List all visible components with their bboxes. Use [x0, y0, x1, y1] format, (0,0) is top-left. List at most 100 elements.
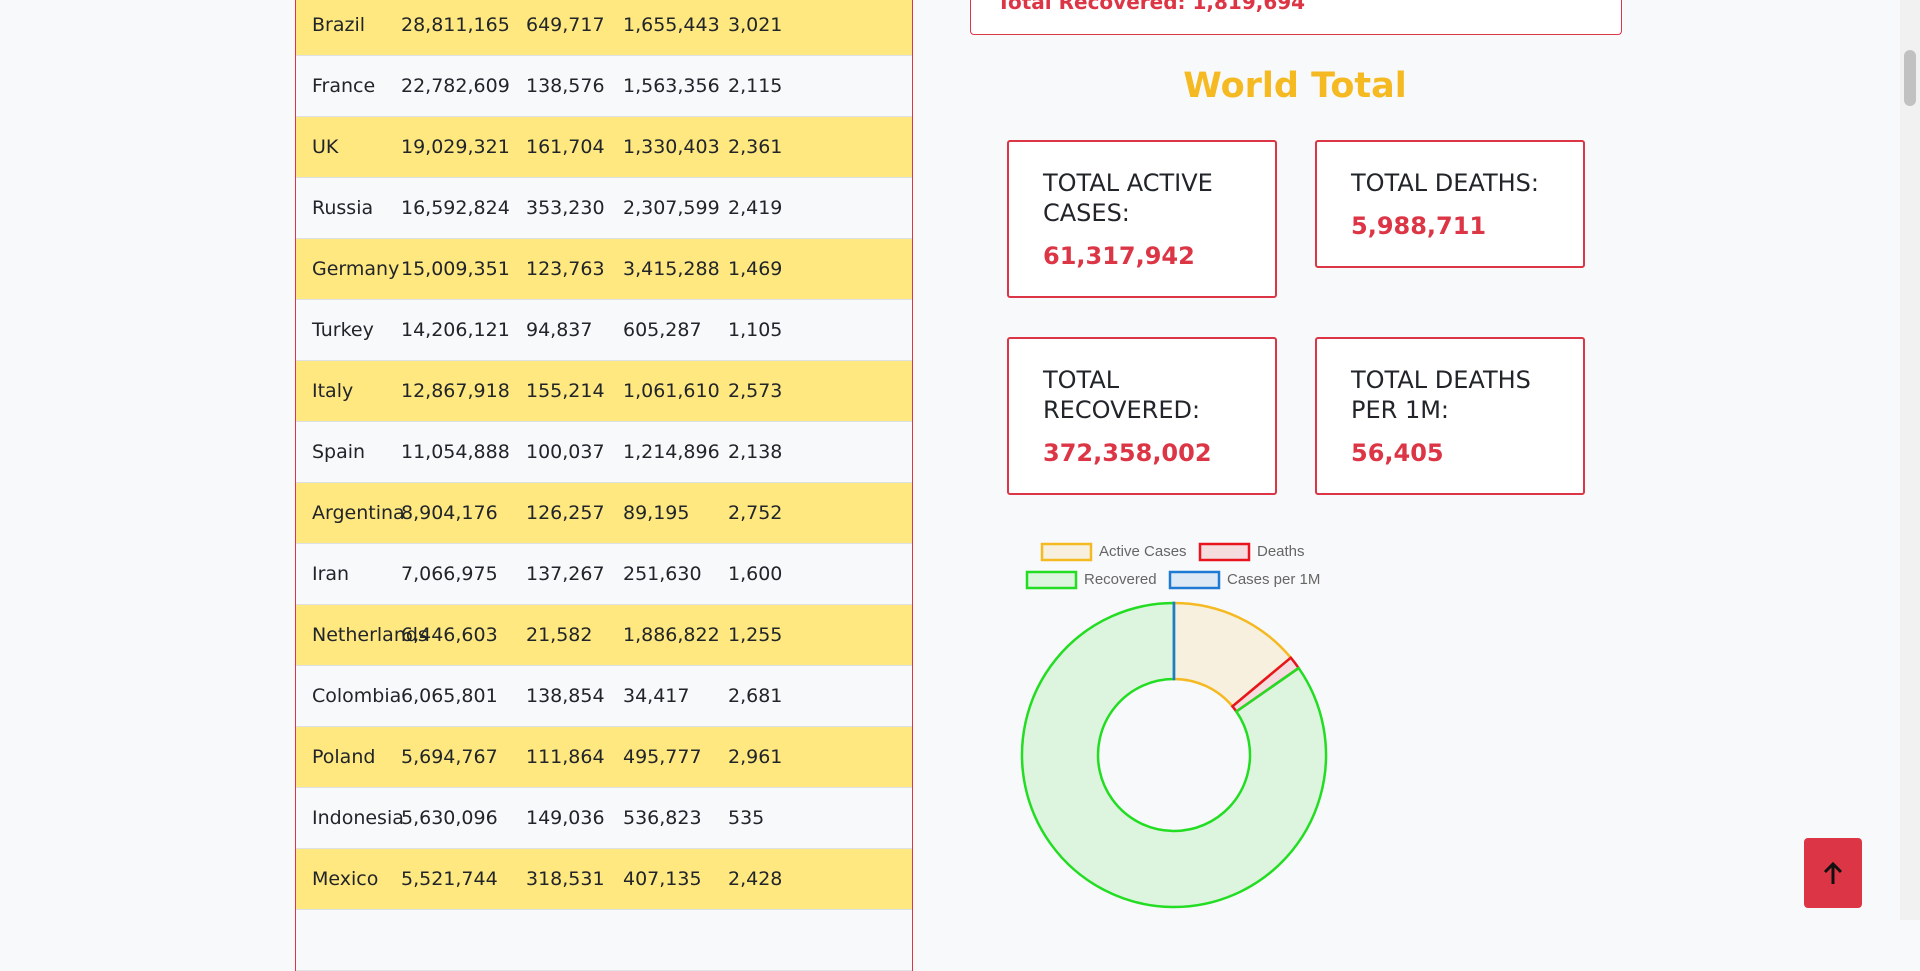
- deaths-cell: 123,763: [526, 239, 605, 299]
- card-value: 5,988,711: [1351, 212, 1549, 240]
- per-million-cell: 1,105: [728, 300, 782, 360]
- cases-cell: 5,521,744: [401, 849, 498, 909]
- per-million-cell: 2,361: [728, 117, 782, 177]
- stat-card: TOTAL DEATHS PER 1M: 56,405: [1315, 337, 1585, 495]
- card-value: 61,317,942: [1043, 242, 1241, 270]
- card-value: 56,405: [1351, 439, 1549, 467]
- legend-swatch: [1042, 544, 1091, 560]
- deaths-cell: 161,704: [526, 117, 605, 177]
- recovered-cell: 1,886,822: [623, 605, 720, 665]
- legend-label: Recovered: [1084, 571, 1157, 588]
- deaths-cell: 318,531: [526, 849, 605, 909]
- recovered-cell: 1,655,443: [623, 0, 720, 55]
- recovered-cell: 605,287: [623, 300, 702, 360]
- recovered-cell: 89,195: [623, 483, 689, 543]
- card-title: TOTAL DEATHS PER 1M:: [1351, 365, 1549, 425]
- cases-cell: 15,009,351: [401, 239, 510, 299]
- deaths-cell: 126,257: [526, 483, 605, 543]
- cases-cell: 5,694,767: [401, 727, 498, 787]
- per-million-cell: 1,255: [728, 605, 782, 665]
- cases-cell: 11,054,888: [401, 422, 510, 482]
- legend-swatch: [1200, 544, 1249, 560]
- country-cell: Spain: [312, 422, 365, 482]
- deaths-cell: 138,576: [526, 56, 605, 116]
- recovered-cell: 407,135: [623, 849, 702, 909]
- cases-cell: 12,867,918: [401, 361, 510, 421]
- per-million-cell: 1,600: [728, 544, 782, 604]
- cases-cell: 28,811,165: [401, 0, 510, 55]
- deaths-cell: 138,854: [526, 666, 605, 726]
- cases-cell: 8,904,176: [401, 483, 498, 543]
- arrow-up-icon: [1804, 838, 1862, 908]
- per-million-cell: 2,428: [728, 849, 782, 909]
- country-cell: France: [312, 56, 375, 116]
- country-cell: UK: [312, 117, 338, 177]
- recovered-cell: 1,563,356: [623, 56, 720, 116]
- deaths-cell: 111,864: [526, 727, 605, 787]
- legend-label: Cases per 1M: [1227, 571, 1320, 588]
- per-million-cell: 1,469: [728, 239, 782, 299]
- deaths-cell: 149,036: [526, 788, 605, 848]
- heading: World Total: [970, 66, 1620, 106]
- country-cell: Poland: [312, 727, 375, 787]
- per-million-cell: 2,573: [728, 361, 782, 421]
- legend-label: Active Cases: [1099, 543, 1187, 560]
- card-title: TOTAL DEATHS:: [1351, 168, 1549, 198]
- cases-cell: 19,029,321: [401, 117, 510, 177]
- country-cell: Brazil: [312, 0, 365, 55]
- cases-cell: 7,066,975: [401, 544, 498, 604]
- legend-swatch: [1027, 572, 1076, 588]
- recovered-cell: 34,417: [623, 666, 689, 726]
- recovered-cell: 2,307,599: [623, 178, 720, 238]
- deaths-cell: 21,582: [526, 605, 592, 665]
- per-million-cell: 2,681: [728, 666, 782, 726]
- cases-cell: 16,592,824: [401, 178, 510, 238]
- per-million-cell: 2,419: [728, 178, 782, 238]
- cases-cell: 6,446,603: [401, 605, 498, 665]
- country-cell: Mexico: [312, 849, 378, 909]
- recovered-cell: 1,061,610: [623, 361, 720, 421]
- country-cell: Russia: [312, 178, 373, 238]
- scrollbar-thumb[interactable]: [1904, 50, 1916, 106]
- cases-cell: 22,782,609: [401, 56, 510, 116]
- summary-text: Total Recovered: 1,819,694: [997, 0, 1305, 14]
- stat-card: TOTAL DEATHS: 5,988,711: [1315, 140, 1585, 268]
- recovered-cell: 1,214,896: [623, 422, 720, 482]
- scrollbar[interactable]: [1900, 0, 1920, 920]
- deaths-cell: 100,037: [526, 422, 605, 482]
- per-million-cell: 2,138: [728, 422, 782, 482]
- table-row: [296, 910, 912, 971]
- cases-cell: 6,065,801: [401, 666, 498, 726]
- country-cell: Colombia: [312, 666, 401, 726]
- country-cell: Turkey: [312, 300, 374, 360]
- deaths-cell: 649,717: [526, 0, 605, 55]
- recovered-cell: 1,330,403: [623, 117, 720, 177]
- country-cell: Iran: [312, 544, 349, 604]
- cases-cell: 14,206,121: [401, 300, 510, 360]
- table-row: Mexico 5,521,744 318,531 407,135 2,428: [296, 849, 912, 910]
- deaths-cell: 155,214: [526, 361, 605, 421]
- per-million-cell: 3,021: [728, 0, 782, 55]
- scroll-top-button[interactable]: [1804, 838, 1862, 908]
- deaths-cell: 137,267: [526, 544, 605, 604]
- cases-cell: 5,630,096: [401, 788, 498, 848]
- per-million-cell: 2,752: [728, 483, 782, 543]
- country-cell: Indonesia: [312, 788, 404, 848]
- country-cell: Argentina: [312, 483, 405, 543]
- stat-card: TOTAL RECOVERED:372,358,002: [1007, 337, 1277, 495]
- per-million-cell: 2,115: [728, 56, 782, 116]
- summary-box: Total Recovered: 1,819,694: [970, 0, 1622, 35]
- country-cell: Italy: [312, 361, 353, 421]
